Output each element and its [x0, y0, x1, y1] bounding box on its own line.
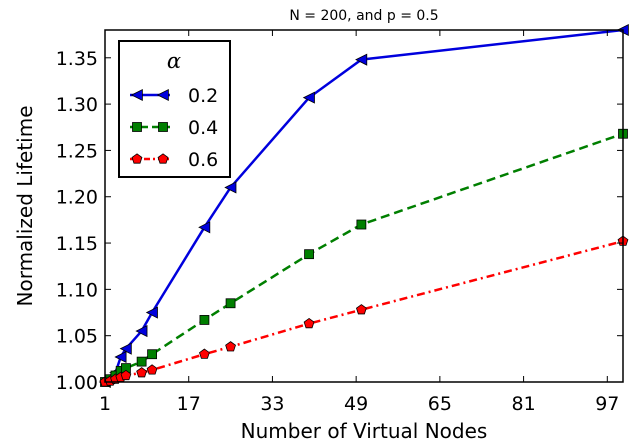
- plot-frame: [104, 29, 624, 383]
- series-line-0.4: [104, 132, 624, 384]
- data-point-0.4: [147, 349, 157, 360]
- data-point-0.4: [199, 315, 210, 325]
- data-point-0.2: [114, 350, 127, 364]
- legend-box: [118, 40, 231, 178]
- y-tick-label: 1.30: [56, 94, 98, 116]
- data-point-0.6: [199, 348, 210, 359]
- data-point-0.2: [355, 53, 368, 66]
- data-point-0.4: [136, 356, 147, 367]
- data-point-0.4: [356, 219, 367, 230]
- y-axis-label: Normalized Lifetime: [13, 105, 37, 306]
- y-tick-label: 1.05: [56, 326, 98, 348]
- data-point-0.6: [303, 317, 315, 329]
- x-tick-label: 1: [99, 393, 111, 415]
- y-tick-label: 1.25: [56, 140, 98, 162]
- y-tick-label: 1.10: [56, 279, 98, 301]
- data-point-0.6: [120, 369, 132, 381]
- y-tick-label: 1.20: [56, 187, 98, 209]
- legend-label-0.6: 0.6: [188, 149, 218, 171]
- x-tick-label: 65: [428, 393, 452, 415]
- data-point-0.2: [224, 181, 237, 194]
- legend-marker-0.4: [132, 122, 142, 132]
- data-point-0.6: [355, 304, 367, 315]
- y-tick-label: 1.35: [56, 48, 98, 70]
- data-point-0.2: [198, 221, 211, 234]
- x-tick-label: 97: [595, 393, 619, 415]
- data-point-0.6: [136, 367, 148, 378]
- data-point-0.6: [146, 364, 158, 375]
- data-point-0.4: [304, 249, 314, 260]
- data-point-0.4: [225, 298, 236, 309]
- legend-title: α: [167, 49, 181, 73]
- data-point-0.6: [225, 341, 236, 352]
- data-point-0.2: [119, 342, 132, 355]
- legend-marker-0.2: [156, 88, 169, 102]
- y-tick-label: 1.15: [56, 233, 98, 255]
- x-tick-label: 49: [344, 393, 368, 415]
- data-point-0.2: [145, 306, 158, 319]
- legend-marker-0.6: [157, 153, 169, 164]
- legend: α 0.2 0.4 0.6: [118, 40, 231, 178]
- x-tick-label: 81: [511, 393, 535, 415]
- axis-ticks: 1 17 33 49 65 81 97 1.00 1.05 1.10 1.15 1.20 1.25 1.3…: [56, 30, 623, 415]
- x-axis-label: Number of Virtual Nodes: [241, 419, 488, 443]
- legend-marker-0.4: [158, 122, 168, 132]
- x-tick-label: 33: [260, 393, 284, 415]
- plot-area: [98, 23, 629, 389]
- data-point-0.2: [302, 91, 315, 104]
- x-tick-label: 17: [177, 393, 201, 415]
- legend-label-0.2: 0.2: [188, 85, 218, 107]
- data-point-0.2: [135, 325, 148, 338]
- legend-marker-0.6: [131, 153, 143, 164]
- chart-title: N = 200, and p = 0.5: [289, 8, 438, 24]
- legend-marker-0.2: [130, 88, 143, 102]
- legend-label-0.4: 0.4: [188, 117, 218, 139]
- y-tick-label: 1.00: [56, 372, 98, 394]
